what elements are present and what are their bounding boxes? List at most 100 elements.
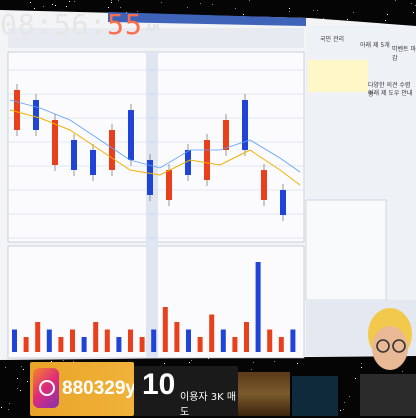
volume-bar	[162, 307, 168, 352]
promo-number: 10	[142, 368, 176, 401]
candle-up	[166, 170, 172, 200]
candle-down	[90, 150, 96, 175]
volume-bar	[139, 337, 145, 352]
noise-dot	[297, 363, 298, 364]
volume-bar	[267, 329, 273, 352]
noise-dot	[289, 11, 290, 12]
candle-down	[280, 190, 286, 215]
noise-dot	[361, 363, 362, 364]
noise-dot	[251, 369, 252, 370]
noise-dot	[200, 3, 201, 4]
noise-dot	[344, 402, 345, 403]
noise-dot	[340, 410, 341, 411]
moving-average-line-1	[9, 109, 301, 186]
noise-dot	[212, 4, 213, 5]
candle-down	[185, 150, 191, 175]
volume-bar	[244, 322, 249, 352]
volume-bar	[35, 322, 41, 352]
volume-bar	[186, 329, 191, 352]
noise-dot	[235, 8, 236, 9]
instagram-icon	[33, 368, 59, 408]
instagram-banner: 880329yn	[30, 362, 148, 416]
promo-text: 이용자 3K 매도	[180, 392, 237, 418]
noise-dot	[243, 14, 244, 15]
noise-dot	[21, 366, 22, 367]
noise-dot	[52, 4, 53, 5]
clock-second: 55	[107, 7, 143, 41]
volume-bar	[58, 337, 64, 352]
noise-dot	[66, 6, 67, 7]
volume-bar	[128, 329, 133, 352]
noise-dot	[187, 7, 188, 8]
promo-banner: 10 이용자 3K 매도	[134, 366, 238, 418]
volume-bar	[23, 337, 29, 352]
noise-dot	[402, 371, 403, 372]
noise-dot	[361, 367, 362, 368]
noise-dot	[191, 360, 192, 361]
candle-up	[204, 140, 210, 180]
volume-bar	[220, 329, 226, 352]
noise-dot	[385, 20, 386, 21]
volume-bar	[104, 329, 110, 352]
noise-dot	[69, 1, 70, 2]
panel-header-1: 국민 관리	[320, 36, 344, 43]
candle-up	[109, 130, 115, 170]
noise-dot	[137, 11, 138, 12]
noise-dot	[347, 19, 348, 20]
noise-dot	[323, 18, 324, 19]
noise-dot	[17, 388, 18, 389]
noise-dot	[317, 10, 318, 11]
volume-bar	[232, 337, 238, 352]
noise-dot	[161, 2, 162, 3]
food-thumbnail	[238, 372, 290, 416]
noise-dot	[74, 1, 75, 2]
noise-dot	[34, 8, 35, 9]
noise-dot	[108, 7, 109, 8]
noise-dot	[349, 396, 350, 397]
clock-minute: 56	[53, 7, 90, 41]
volume-bar	[81, 337, 87, 352]
noise-dot	[208, 358, 209, 359]
volume-bar	[93, 322, 99, 352]
clock: 08:56:55 AM	[0, 7, 160, 41]
noise-dot	[118, 0, 119, 1]
noise-dot	[411, 3, 412, 4]
volume-bar	[151, 329, 157, 352]
volume-bar	[209, 314, 215, 352]
noise-dot	[73, 361, 74, 362]
noise-dot	[1, 407, 2, 408]
noise-dot	[111, 0, 112, 1]
volume-bar	[290, 329, 296, 352]
instagram-handle: 880329yn	[62, 378, 148, 399]
noise-dot	[23, 369, 24, 370]
candle-up	[261, 170, 267, 200]
noise-dot	[43, 6, 44, 7]
noise-dot	[55, 5, 56, 6]
candle-up	[14, 90, 20, 130]
noise-dot	[126, 12, 127, 13]
notice-line-1: 다양한 의견 수렴 중	[368, 82, 411, 98]
clock-hour: 08	[0, 7, 36, 41]
noise-dot	[274, 361, 275, 362]
candle-up	[223, 120, 229, 150]
noise-dot	[120, 7, 121, 8]
noise-dot	[5, 367, 6, 368]
volume-bar	[116, 337, 122, 352]
notice-line-2: 아래 제 도우 안내	[368, 90, 413, 97]
noise-dot	[51, 361, 52, 362]
noise-dot	[63, 360, 64, 361]
moving-average-line-2	[9, 99, 301, 173]
panel-header-2: 아래 제 5개 ...	[360, 42, 398, 49]
noise-dot	[9, 403, 10, 404]
noise-dot	[313, 10, 314, 11]
noise-dot	[413, 12, 414, 13]
noise-dot	[353, 12, 354, 13]
noise-dot	[249, 0, 250, 1]
panel-header-3: 이벤트 마감	[392, 46, 416, 62]
streamer-avatar	[360, 308, 416, 416]
candle-up	[52, 120, 58, 165]
noise-dot	[164, 363, 165, 364]
noise-dot	[17, 378, 18, 379]
noise-dot	[189, 362, 190, 363]
volume-bar	[46, 329, 52, 352]
